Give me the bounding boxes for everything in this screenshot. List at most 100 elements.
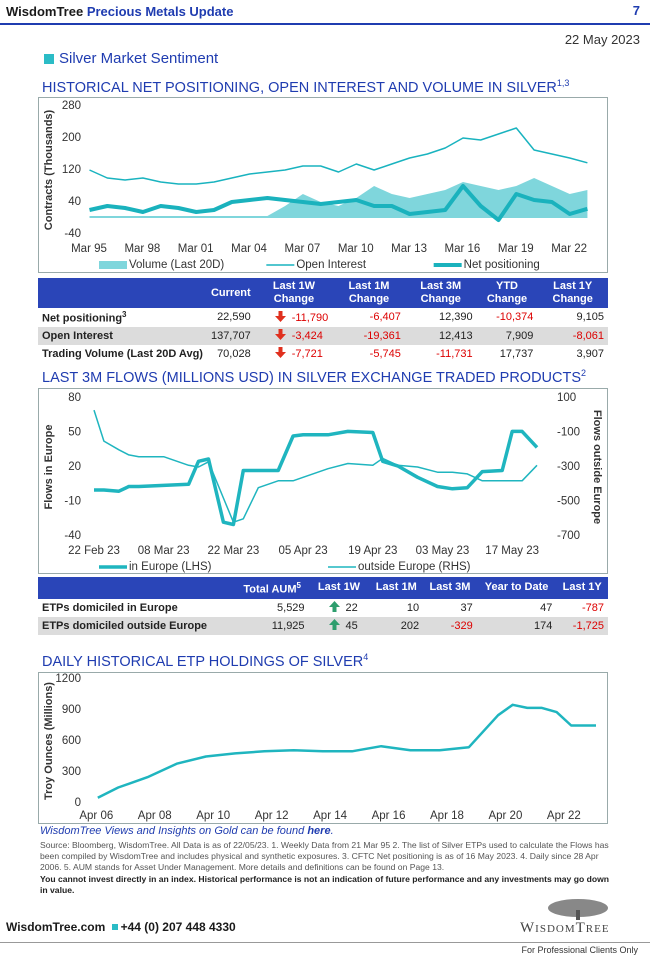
legend-label: Volume (Last 20D) (129, 259, 224, 271)
x-tick-label: 22 Feb 23 (68, 545, 120, 557)
y-tick-label: 280 (62, 100, 81, 112)
x-tick-label: Mar 01 (178, 243, 214, 255)
column-header: Last 1M (369, 577, 424, 599)
y-axis-title: Flows in Europe (43, 425, 55, 510)
y2-tick-label: -300 (557, 461, 580, 473)
column-header: Last 1W (308, 577, 370, 599)
label-note: 3 (122, 310, 127, 319)
cell: -8,061 (537, 326, 608, 345)
cell: 202 (369, 616, 424, 635)
title-text: HISTORICAL NET POSITIONING, OPEN INTERES… (42, 79, 557, 96)
header-text: Last 1Y Change (552, 280, 593, 305)
column-header: Total AUM5 (235, 577, 309, 599)
chart-title: HISTORICAL NET POSITIONING, OPEN INTERES… (42, 78, 569, 96)
title-note: 1,3 (556, 78, 570, 88)
title-note: 2 (581, 368, 587, 378)
table: Total AUM5 Last 1W Last 1M Last 3M Year to D… (38, 577, 608, 635)
x-tick-label: Apr 18 (430, 810, 464, 822)
cell: 5,529 (277, 601, 305, 614)
cell: 11,925 (235, 616, 309, 635)
arrow-icon (328, 601, 340, 613)
cell: 70,028 (217, 347, 251, 360)
header-title: WisdomTree Precious Metals Update (6, 4, 233, 19)
chart-box: -40 40 120 200 280 Mar 95 Mar 98 Mar 01 Mar 04 Ma… (38, 97, 608, 273)
section-title: Silver Market Sentiment (59, 50, 219, 67)
chart-box: -40 -10 20 50 80 -700 -500 -300 -100 100 22 Feb 23… (38, 388, 608, 574)
header-text: Total AUM (243, 583, 297, 596)
y-tick-label: 600 (62, 735, 81, 747)
header-text: YTD Change (486, 280, 528, 305)
cell: 3,907 (576, 347, 604, 360)
header-text: Last 3M Change (420, 280, 462, 305)
cell: 37 (460, 601, 473, 614)
y-tick-label: 120 (62, 164, 81, 176)
column-header: Last 1Y Change (537, 278, 608, 308)
header-row: Current Last 1W Change Last 1M Change Last … (38, 278, 608, 308)
table-row: Net positioning3 22,590 -11,790 -6,407 12,39… (38, 308, 608, 327)
y-tick-label: 200 (62, 132, 81, 144)
legend-label: outside Europe (RHS) (358, 561, 471, 573)
x-tick-label: Mar 10 (338, 243, 374, 255)
views-note: WisdomTree Views and Insights on Gold ca… (40, 826, 610, 837)
x-tick-label: Apr 06 (79, 810, 113, 822)
source: Source: Bloomberg, WisdomTree. All Data … (40, 840, 609, 872)
x-tick-label: Apr 08 (138, 810, 172, 822)
x-tick-label: Apr 12 (255, 810, 289, 822)
header-text: Last 1Y (562, 581, 602, 594)
cell: -787 (581, 601, 604, 614)
y-tick-label: -40 (64, 530, 81, 542)
chart: -40 40 120 200 280 Mar 95 Mar 98 Mar 01 Mar 04 Ma… (43, 100, 588, 271)
label-text: Net positioning (42, 312, 123, 325)
cell: -329 (423, 616, 477, 635)
chart-box: 0 300 600 900 1200 Apr 06 Apr 08 Apr 10 Apr 12 Ap… (38, 672, 608, 824)
y-tick-label: -40 (64, 228, 81, 240)
cell: -5,745 (369, 347, 401, 360)
x-tick-label: Apr 16 (372, 810, 406, 822)
cell: -7,721 (255, 345, 333, 363)
column-header: Last 1W Change (254, 278, 334, 308)
arrow-icon (328, 619, 340, 631)
x-tick-label: Mar 95 (71, 243, 107, 255)
column-header: Last 3M (423, 577, 477, 599)
column-header: YTD Change (476, 278, 538, 308)
x-tick-label: Mar 16 (445, 243, 481, 255)
title-note: 4 (363, 652, 369, 662)
column-header (38, 577, 236, 599)
line (94, 429, 539, 527)
table-row: ETPs domiciled in Europe 5,529 22 10 37 47 -78… (38, 599, 608, 617)
label-text: ETPs domiciled outside Europe (42, 619, 208, 632)
row-label: Trading Volume (Last 20D Avg) (38, 345, 207, 363)
brand: WisdomTree (6, 4, 84, 19)
y-axis-title: Troy Ounces (Millions) (43, 682, 55, 800)
website[interactable]: WisdomTree.com (6, 920, 106, 934)
cell: 10 (406, 601, 420, 614)
cell: -19,361 (333, 326, 405, 345)
header-text: Last 1W (317, 581, 361, 594)
cell: 12,390 (438, 311, 473, 324)
chart: -40 -10 20 50 80 -700 -500 -300 -100 100 22 Feb 23… (43, 392, 603, 573)
y-tick-label: 0 (75, 797, 81, 809)
column-header: Last 1Y (556, 577, 608, 599)
y-tick-label: 300 (62, 766, 81, 778)
title-text: LAST 3M FLOWS (MILLIONS USD) IN SILVER E… (42, 369, 582, 386)
y2-tick-label: 100 (557, 392, 576, 404)
x-tick-label: Apr 22 (547, 810, 581, 822)
cell: 17,737 (499, 347, 534, 360)
table: Current Last 1W Change Last 1M Change Last … (38, 278, 608, 363)
x-tick-label: 19 Apr 23 (348, 545, 397, 557)
cell: -3,424 (254, 326, 334, 345)
x-tick-label: Mar 13 (391, 243, 427, 255)
title-text: DAILY HISTORICAL ETP HOLDINGS OF SILVER (42, 653, 364, 670)
cell: -6,407 (369, 311, 401, 324)
label-text: Trading Volume (Last 20D Avg) (42, 347, 203, 360)
views-link[interactable]: here (307, 825, 331, 837)
y-tick-label: -10 (64, 496, 81, 508)
chart: 0 300 600 900 1200 Apr 06 Apr 08 Apr 10 Apr 12 Ap… (43, 673, 596, 822)
x-tick-label: 17 May 23 (485, 545, 539, 557)
cell: -11,790 (255, 308, 333, 327)
cell: 22,590 (217, 311, 251, 324)
x-tick-label: 22 Mar 23 (207, 545, 259, 557)
disclaimer: You cannot invest directly in an index. … (40, 874, 610, 895)
report-title: Precious Metals Update (86, 4, 234, 19)
